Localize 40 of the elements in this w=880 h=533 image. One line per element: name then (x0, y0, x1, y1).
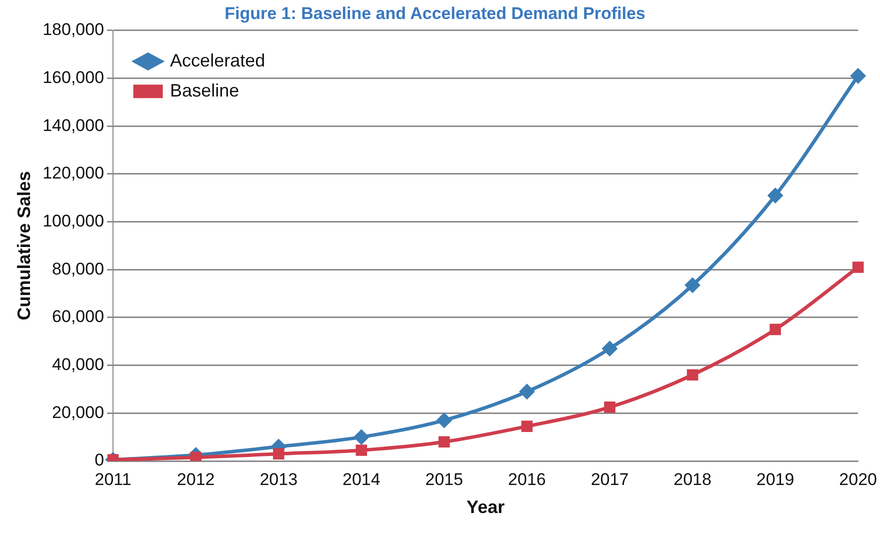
x-tick-label: 2012 (176, 470, 215, 489)
y-tick-label: 140,000 (42, 116, 104, 135)
y-axis-title: Cumulative Sales (14, 171, 34, 320)
point (850, 68, 866, 84)
legend-label: Baseline (170, 80, 240, 100)
chart-title: Figure 1: Baseline and Accelerated Demand Profiles (224, 4, 646, 23)
x-tick-label: 2018 (674, 470, 712, 489)
point (356, 444, 368, 456)
x-tick-label: 2020 (839, 470, 878, 489)
point (768, 188, 783, 203)
x-tick-label: 2015 (425, 470, 464, 489)
y-tick-label: 100,000 (42, 211, 104, 230)
point (354, 430, 369, 444)
point (602, 341, 617, 356)
x-tick-label: 2016 (508, 470, 546, 489)
y-tick-label: 180,000 (42, 20, 104, 40)
point (272, 448, 284, 460)
x-tick-label: 2014 (342, 470, 380, 489)
point (770, 324, 781, 336)
point (520, 384, 534, 399)
y-tick-label: 40,000 (52, 355, 104, 374)
point (852, 262, 864, 273)
x-tick-label: 2019 (756, 470, 794, 489)
point (686, 369, 698, 381)
point (521, 420, 533, 432)
y-tick-label: 20,000 (52, 402, 104, 422)
x-axis-title: Year (466, 497, 505, 518)
point (685, 278, 700, 292)
point (438, 436, 450, 448)
x-tick-label: 2017 (590, 470, 629, 489)
point (604, 402, 616, 413)
y-tick-label: 60,000 (52, 307, 104, 326)
y-tick-label: 80,000 (52, 259, 104, 278)
x-tick-label: 2013 (260, 470, 298, 489)
y-tick-label: 0 (94, 450, 104, 470)
y-tick-label: 120,000 (42, 164, 104, 183)
point (436, 413, 452, 428)
x-tick-label: 2011 (94, 470, 132, 489)
legend-label: Accelerated (170, 50, 266, 70)
y-tick-label: 160,000 (42, 68, 104, 87)
